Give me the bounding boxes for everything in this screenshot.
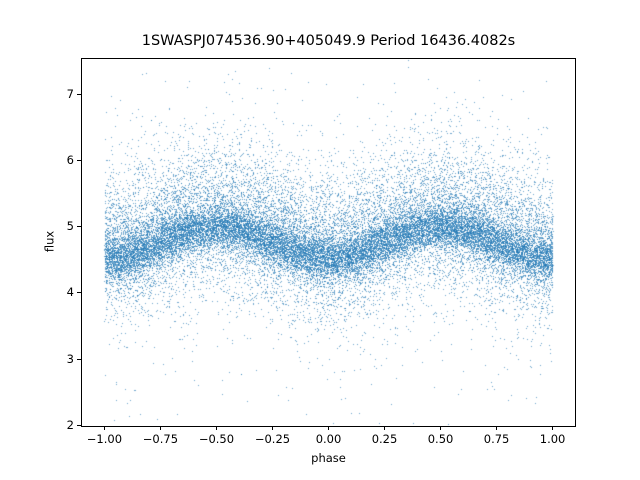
plot-area: [81, 58, 576, 427]
x-axis-label: phase: [311, 451, 346, 465]
y-tick-label: 7: [66, 86, 74, 101]
x-tick-mark: [215, 426, 217, 430]
x-tick-mark: [159, 426, 161, 430]
x-tick-label: −0.50: [198, 432, 235, 446]
x-tick-mark: [384, 426, 386, 430]
x-tick-mark: [496, 426, 498, 430]
y-tick-label: 2: [66, 417, 74, 432]
chart-title: 1SWASPJ074536.90+405049.9 Period 16436.4…: [141, 33, 516, 49]
x-tick-mark: [103, 426, 105, 430]
x-tick-label: −0.75: [142, 432, 179, 446]
x-tick-label: −0.25: [254, 432, 291, 446]
x-tick-mark: [328, 426, 329, 430]
y-tick-mark: [77, 424, 81, 426]
x-tick-mark: [440, 426, 442, 430]
x-tick-label: 1.00: [539, 432, 566, 446]
x-tick-mark: [271, 426, 273, 430]
y-tick-label: 6: [66, 152, 74, 167]
x-tick-label: 0.75: [483, 432, 510, 446]
y-tick-label: 3: [66, 351, 74, 366]
y-tick-mark: [77, 159, 81, 161]
y-tick-mark: [77, 93, 81, 95]
y-tick-label: 4: [66, 285, 74, 300]
x-tick-label: −1.00: [86, 432, 123, 446]
x-tick-label: 0.25: [371, 432, 398, 446]
x-tick-mark: [552, 426, 554, 430]
scatter-points-canvas: [82, 59, 575, 426]
y-tick-mark: [77, 292, 81, 294]
y-tick-mark: [77, 358, 81, 360]
y-tick-label: 5: [66, 219, 74, 234]
x-tick-label: 0.00: [315, 432, 342, 446]
y-tick-mark: [77, 226, 81, 228]
x-tick-label: 0.50: [427, 432, 454, 446]
